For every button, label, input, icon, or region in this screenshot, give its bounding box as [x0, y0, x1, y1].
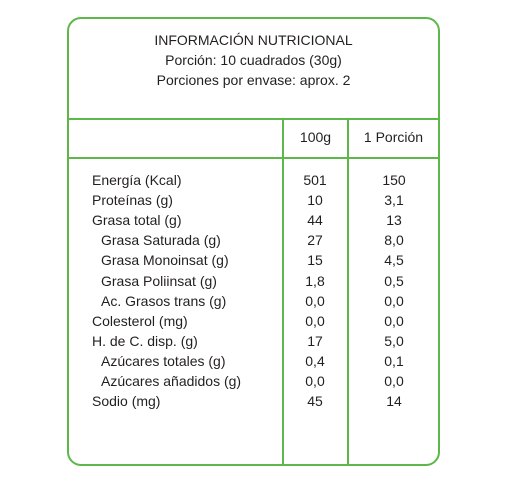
table-row: Proteínas (g) 10 3,1: [0, 190, 513, 210]
value-per-serving: 4,5: [384, 252, 404, 268]
value-per-100g: 10: [307, 192, 323, 208]
header-divider-top: [67, 118, 440, 120]
value-per-100g: 45: [307, 393, 323, 409]
value-per-100g: 0,0: [305, 373, 325, 389]
value-per-100g: 17: [307, 333, 323, 349]
serving-size: Porción: 10 cuadrados (30g): [165, 52, 342, 68]
value-per-100g: 0,4: [305, 353, 325, 369]
table-row: Sodio (mg) 45 14: [0, 391, 513, 411]
servings-per-package: Porciones por envase: aprox. 2: [156, 72, 351, 88]
column-divider-right: [347, 118, 349, 466]
value-per-100g: 15: [307, 252, 323, 268]
value-per-serving: 150: [382, 172, 406, 188]
value-per-100g: 1,8: [305, 273, 325, 289]
nutrient-label: Azúcares totales (g): [101, 353, 226, 369]
table-row: H. de C. disp. (g) 17 5,0: [0, 331, 513, 351]
nutrient-label: Grasa total (g): [92, 212, 182, 228]
nutrient-label: Ac. Grasos trans (g): [101, 293, 227, 309]
value-per-100g: 0,0: [305, 293, 325, 309]
column-header-100g: 100g: [299, 129, 332, 145]
value-per-serving: 0,5: [384, 273, 404, 289]
value-per-100g: 44: [307, 212, 323, 228]
column-divider-left: [282, 118, 284, 466]
table-row: Grasa Saturada (g) 27 8,0: [0, 230, 513, 250]
table-row: Colesterol (mg) 0,0 0,0: [0, 311, 513, 331]
table-row: Energía (Kcal) 501 150: [0, 170, 513, 190]
nutrient-label: Grasa Poliinsat (g): [101, 273, 217, 289]
value-per-serving: 0,1: [384, 353, 404, 369]
table-row: Grasa total (g) 44 13: [0, 210, 513, 230]
value-per-100g: 27: [307, 232, 323, 248]
table-row: Grasa Monoinsat (g) 15 4,5: [0, 250, 513, 270]
nutrient-label: H. de C. disp. (g): [92, 333, 198, 349]
table-row: Azúcares totales (g) 0,4 0,1: [0, 351, 513, 371]
table-row: Grasa Poliinsat (g) 1,8 0,5: [0, 271, 513, 291]
value-per-serving: 8,0: [384, 232, 404, 248]
nutrient-label: Proteínas (g): [92, 192, 173, 208]
value-per-100g: 501: [303, 172, 327, 188]
value-per-serving: 14: [386, 393, 402, 409]
header-divider-bottom: [67, 157, 440, 159]
nutrient-label: Grasa Monoinsat (g): [101, 252, 229, 268]
value-per-serving: 0,0: [384, 313, 404, 329]
nutrient-label: Grasa Saturada (g): [101, 232, 221, 248]
nutrient-label: Colesterol (mg): [92, 313, 188, 329]
column-header-per-serving: 1 Porción: [363, 129, 424, 145]
value-per-serving: 5,0: [384, 333, 404, 349]
value-per-100g: 0,0: [305, 313, 325, 329]
table-title: INFORMACIÓN NUTRICIONAL: [154, 32, 353, 48]
table-row: Ac. Grasos trans (g) 0,0 0,0: [0, 291, 513, 311]
value-per-serving: 13: [386, 212, 402, 228]
value-per-serving: 0,0: [384, 373, 404, 389]
nutrition-facts-panel: [67, 17, 440, 466]
nutrient-label: Energía (Kcal): [92, 172, 182, 188]
nutrient-label: Azúcares añadidos (g): [101, 373, 242, 389]
table-row: Azúcares añadidos (g) 0,0 0,0: [0, 371, 513, 391]
value-per-serving: 3,1: [384, 192, 404, 208]
value-per-serving: 0,0: [384, 293, 404, 309]
nutrient-label: Sodio (mg): [92, 393, 161, 409]
